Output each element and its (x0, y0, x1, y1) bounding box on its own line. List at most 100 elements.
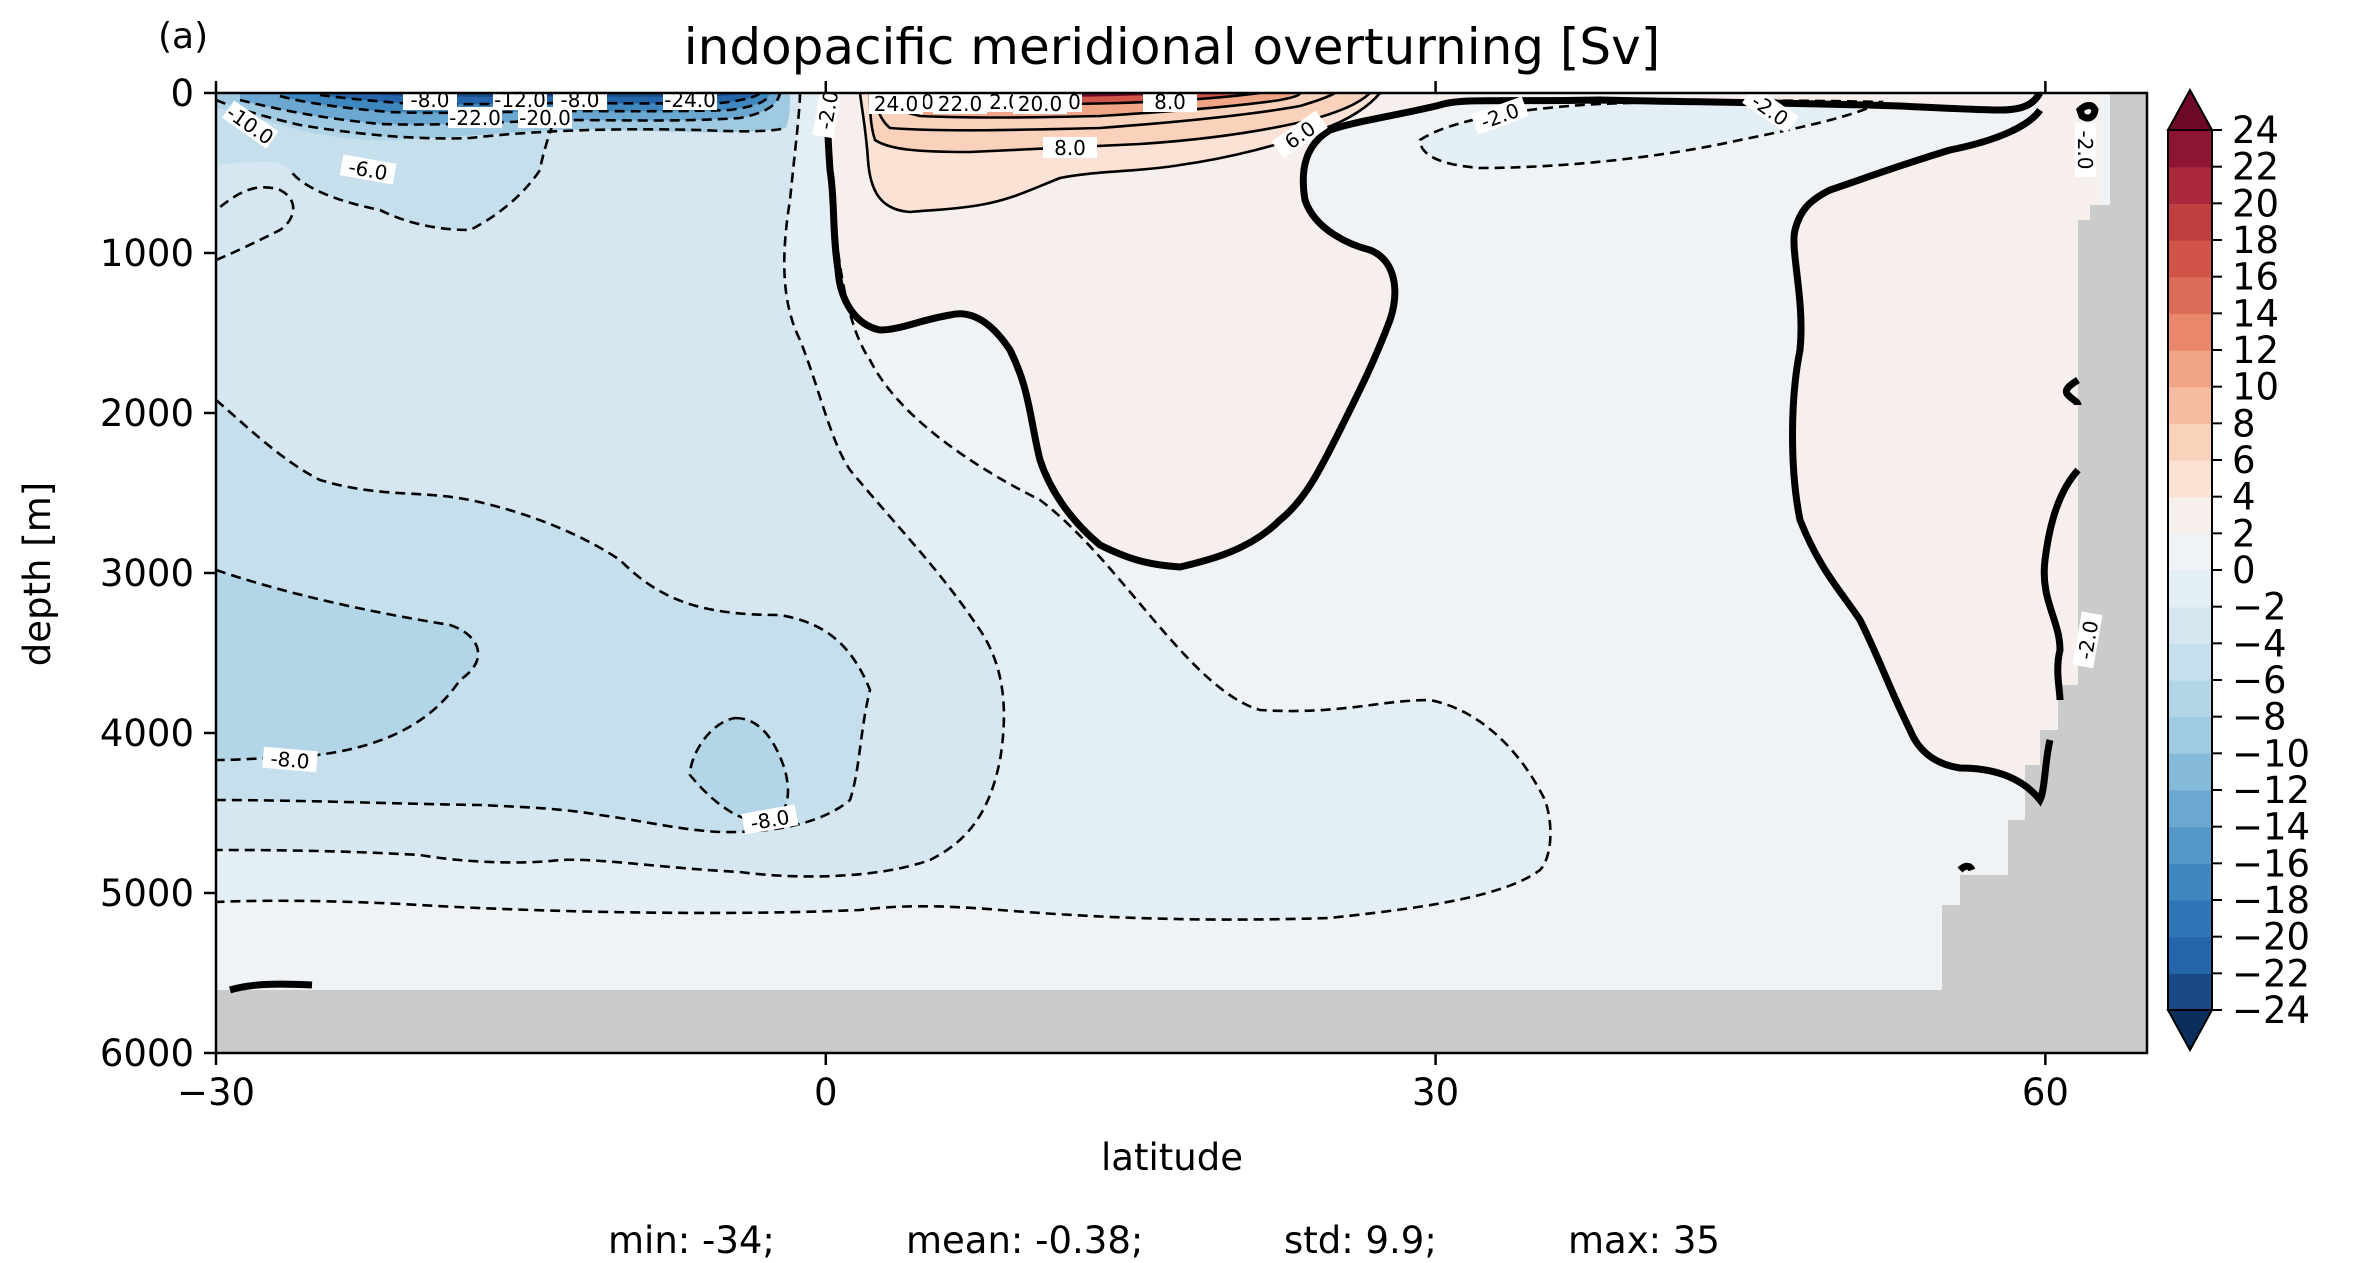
contour-label-text: 20.0 (1018, 92, 1063, 116)
contour-label-bg (222, 100, 279, 149)
band-0-to-2-far-north (1792, 93, 2100, 800)
contour-minus10 (216, 98, 787, 140)
contour-label-text: -8.0 (410, 88, 449, 112)
colorbar-swatch (2168, 386, 2212, 424)
contour-label-bg (933, 93, 987, 114)
contour-label: -2.0 (2073, 123, 2097, 177)
colorbar-swatch (2168, 350, 2212, 388)
colorbar-swatch (2168, 863, 2212, 901)
colorbar-swatch (2168, 460, 2212, 498)
y-tick-label: 4000 (100, 712, 194, 755)
colorbar-tick-label: −8 (2232, 696, 2287, 739)
contour-label-bg (812, 81, 843, 139)
contour-label-bg (518, 107, 572, 128)
colorbar-swatch (2168, 826, 2212, 864)
y-tick-label: 3000 (100, 552, 194, 595)
chart-title: indopacific meridional overturning [Sv] (684, 18, 1661, 76)
colorbar-swatch (2168, 753, 2212, 791)
contour-zero-blob-2 (1957, 862, 1976, 873)
colorbar-swatch (2168, 716, 2212, 754)
colorbar-tick-label: 12 (2232, 329, 2279, 372)
colorbar-tick-label: −6 (2232, 659, 2287, 702)
contour-label: 8.0 (1043, 136, 1097, 160)
contour-label-text: 22.0 (938, 92, 983, 116)
contour-label-text: 8.0 (1054, 136, 1086, 160)
band-0-to-2-north (827, 93, 2040, 567)
y-tick-label: 6000 (100, 1032, 194, 1075)
colorbar-tick-label: −24 (2232, 989, 2310, 1032)
y-axis-label: depth [m] (16, 482, 59, 666)
colorbar-tick-label: −12 (2232, 769, 2310, 812)
colorbar-tick-label: −20 (2232, 916, 2310, 959)
contour-label-bg (1143, 91, 1197, 112)
colorbar-tick-label: 16 (2232, 256, 2279, 299)
colorbar-tick-label: 8 (2232, 402, 2256, 445)
contour-label: 22.0 (933, 92, 987, 116)
colorbar-tick-label: 2 (2232, 512, 2256, 555)
colorbar-tick-label: 4 (2232, 476, 2256, 519)
stat-max: max: 35 (1568, 1219, 1720, 1262)
colorbar-tick-label: −4 (2232, 622, 2287, 665)
plot-area (216, 93, 2147, 1053)
colorbar-swatch (2168, 570, 2212, 608)
contour-label-bg (2072, 611, 2103, 669)
contour-plus8 (878, 93, 1302, 119)
colorbar-tick-label: 18 (2232, 219, 2279, 262)
colorbar-swatch (2168, 130, 2212, 168)
colorbar-extend-min (2166, 1009, 2214, 1053)
colorbar[interactable]: 242220181614121086420−2−4−6−8−10−12−14−1… (2166, 87, 2310, 1053)
colorbar-tick-label: −2 (2232, 586, 2287, 629)
y-tick-label: 2000 (100, 392, 194, 435)
colorbar-tick-label: 10 (2232, 366, 2279, 409)
contour-label: 20.0 (1013, 92, 1067, 116)
contour-label-text: 24.0 (874, 92, 919, 116)
contour-label-bg (1470, 96, 1529, 135)
colorbar-swatch (2168, 790, 2212, 828)
y-tick-label: 1000 (100, 232, 194, 275)
x-tick-label: 30 (1412, 1071, 1459, 1114)
contour-label: -22.0 (448, 106, 502, 130)
contour-zero-north (824, 93, 2043, 571)
contour-label-bg (741, 804, 799, 835)
contour-label-bg (869, 93, 923, 114)
contour-minus2-east (1418, 99, 1885, 170)
colorbar-swatch (2168, 533, 2212, 571)
land-mask[interactable] (216, 93, 2147, 1053)
y-axis: 0 1000 2000 3000 4000 5000 6000 (100, 72, 216, 1075)
contour-minus4 (216, 93, 1006, 878)
colorbar-swatch (2168, 166, 2212, 204)
colorbar-tick-label: 14 (2232, 292, 2279, 335)
colorbar-swatch (2168, 496, 2212, 534)
contour-label: -20.0 (518, 106, 572, 130)
contour-zero-blob-3 (2075, 102, 2099, 122)
contour-zero-east-slope (2040, 467, 2081, 701)
colorbar-swatch (2168, 936, 2212, 974)
contour-label: -2.0 (812, 81, 843, 139)
colorbar-swatch (2168, 606, 2212, 644)
y-tick-label: 5000 (100, 872, 194, 915)
colorbar-swatch (2168, 973, 2212, 1011)
x-tick-label: 0 (814, 1071, 838, 1114)
contour-label-bg (262, 746, 318, 773)
contour-label-text: -24.0 (664, 88, 716, 112)
x-axis: −30 0 30 60 (177, 81, 2069, 1114)
colorbar-swatch (2168, 900, 2212, 938)
colorbar-tick-label: −18 (2232, 879, 2310, 922)
x-axis-label: latitude (1101, 1136, 1243, 1179)
colorbar-swatch (2168, 276, 2212, 314)
contour-label-bg (448, 107, 502, 128)
colorbar-swatch (2168, 203, 2212, 241)
colorbar-swatch (2168, 240, 2212, 278)
contour-label-text: -2.0 (2073, 130, 2097, 169)
contour-label: -6.0 (339, 154, 397, 185)
contour-minus6-a (216, 399, 872, 834)
contour-label-bg (1742, 85, 1799, 134)
contour-labels: -8.0 -12.0 -8.0 -24.0-22.0 -20.0-10.0-6.0-2.… (222, 81, 2103, 835)
contour-label-bg (1013, 93, 1067, 114)
colorbar-tick-label: 24 (2232, 109, 2279, 152)
contour-label: 24.0 (869, 92, 923, 116)
contour-plus6 (873, 93, 1336, 132)
colorbar-extend-max (2166, 87, 2214, 131)
contour-minus8-c (216, 186, 295, 262)
